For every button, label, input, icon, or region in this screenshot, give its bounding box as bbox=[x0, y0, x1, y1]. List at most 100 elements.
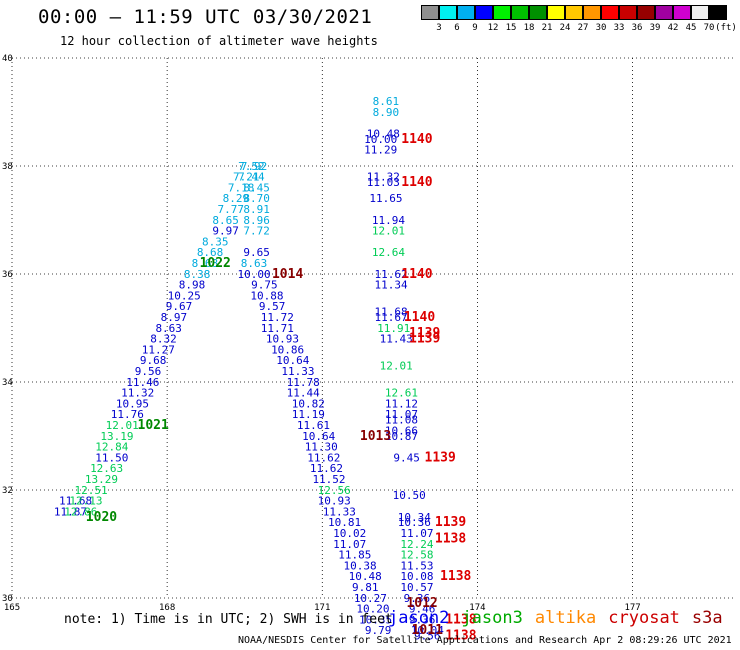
wave-height-point: 10.64 bbox=[302, 430, 335, 443]
y-tick-label: 30 bbox=[2, 594, 13, 604]
pass-label: 1139 bbox=[409, 332, 440, 347]
pass-label: 1140 bbox=[404, 310, 435, 325]
wave-height-point: 8.45 bbox=[243, 181, 270, 194]
wave-height-point: 8.96 bbox=[243, 214, 270, 227]
colorbar-label: 18 bbox=[523, 23, 535, 33]
wave-height-point: 10.38 bbox=[343, 559, 376, 572]
wave-height-point: 8.98 bbox=[179, 279, 206, 292]
colorbar-label: 9 bbox=[472, 23, 478, 33]
wave-height-point: 11.68 bbox=[375, 306, 408, 319]
wave-height-point: 11.03 bbox=[367, 176, 400, 189]
wave-height-point: 11.30 bbox=[305, 441, 338, 454]
wave-height-point: 11.71 bbox=[261, 322, 294, 335]
wave-height-point: 11.08 bbox=[385, 414, 418, 427]
wave-height-point: 11.53 bbox=[400, 559, 433, 572]
wave-height-point: 10.87 bbox=[385, 430, 418, 443]
legend-s3a: s3a bbox=[691, 608, 723, 628]
colorbar-swatch bbox=[637, 5, 655, 20]
wave-height-point: 11.27 bbox=[142, 343, 175, 356]
wave-height-point: 11.44 bbox=[287, 387, 320, 400]
y-tick-label: 32 bbox=[2, 486, 13, 496]
wave-height-point: 9.65 bbox=[243, 246, 270, 259]
wave-height-point: 11.33 bbox=[281, 365, 314, 378]
wave-height-point: 10.34 bbox=[398, 511, 431, 524]
wave-height-point: 8.32 bbox=[150, 333, 177, 346]
wave-height-point: 10.48 bbox=[367, 127, 400, 140]
wave-height-point: 10.82 bbox=[292, 397, 325, 410]
wave-height-point: 12.24 bbox=[400, 538, 433, 551]
colorbar-swatch bbox=[421, 5, 439, 20]
colorbar-swatch bbox=[583, 5, 601, 20]
wave-height-point: 7.72 bbox=[243, 225, 270, 238]
wave-height-point: 12.58 bbox=[400, 549, 433, 562]
wave-height-point: 10.86 bbox=[271, 343, 304, 356]
colorbar-swatch bbox=[691, 5, 709, 20]
wave-height-point: 10.57 bbox=[400, 581, 433, 594]
y-tick-label: 38 bbox=[2, 162, 13, 172]
wave-height-point: 11.91 bbox=[377, 322, 410, 335]
wave-height-point: 11.12 bbox=[385, 397, 418, 410]
wave-height-point: 11.61 bbox=[297, 419, 330, 432]
wave-height-point: 11.34 bbox=[375, 279, 408, 292]
x-tick-label: 165 bbox=[4, 603, 20, 613]
wave-height-point: 12.13 bbox=[69, 495, 102, 508]
wave-height-point: 7.18 bbox=[228, 181, 255, 194]
wave-height-point: 11.32 bbox=[121, 387, 154, 400]
wave-height-point: 10.81 bbox=[328, 516, 361, 529]
legend-jason3: jason3 bbox=[461, 608, 523, 628]
wave-height-point: 10.02 bbox=[333, 527, 366, 540]
wave-height-point: 12.51 bbox=[75, 484, 108, 497]
wave-height-point: 10.66 bbox=[385, 424, 418, 437]
wave-height-point: 11.67 bbox=[375, 311, 408, 324]
pass-label: 1139 bbox=[425, 450, 456, 465]
pass-label: 1022 bbox=[200, 256, 231, 271]
wave-height-point: 8.68 bbox=[192, 257, 219, 270]
colorbar-swatch bbox=[673, 5, 691, 20]
colorbar-swatch bbox=[493, 5, 511, 20]
wave-height-point: 8.29 bbox=[223, 192, 250, 205]
wave-height-point: 10.35 bbox=[359, 613, 392, 626]
colorbar-unit: (ft) bbox=[715, 23, 737, 33]
colorbar-label: 15 bbox=[505, 23, 517, 33]
y-tick-label: 34 bbox=[2, 378, 13, 388]
colorbar-swatch bbox=[547, 5, 565, 20]
colorbar-swatch bbox=[655, 5, 673, 20]
wave-height-point: 12.61 bbox=[385, 387, 418, 400]
wave-height-point: 11.50 bbox=[95, 451, 128, 464]
colorbar-swatch bbox=[457, 5, 475, 20]
wave-height-point: 11.94 bbox=[372, 214, 405, 227]
colorbar-label: 70 bbox=[703, 23, 715, 33]
satellite-legend: jason2 jason3 altika cryosat s3a bbox=[388, 608, 735, 628]
wave-height-point: 12.01 bbox=[106, 419, 139, 432]
wave-height-point: 9.36 bbox=[409, 613, 436, 626]
legend-altika: altika bbox=[534, 608, 597, 628]
wave-height-point: 11.87 bbox=[54, 505, 87, 518]
wave-height-point: 8.35 bbox=[202, 235, 229, 248]
colorbar-swatch bbox=[709, 5, 727, 20]
pass-label: 1014 bbox=[272, 267, 303, 282]
wave-height-point: 11.07 bbox=[385, 408, 418, 421]
colorbar-swatch bbox=[475, 5, 493, 20]
x-tick-label: 171 bbox=[314, 603, 330, 613]
credit-line: NOAA/NESDIS Center for Satellite Applica… bbox=[238, 635, 732, 646]
chart-title: 00:00 — 11:59 UTC 03/30/2021 bbox=[38, 6, 373, 28]
wave-height-point: 10.04 bbox=[411, 624, 444, 637]
wave-height-point: 12.86 bbox=[64, 505, 97, 518]
wave-height-point: 11.07 bbox=[333, 538, 366, 551]
wave-height-point: 12.01 bbox=[380, 360, 413, 373]
wave-height-point: 11.76 bbox=[111, 408, 144, 421]
y-tick-label: 40 bbox=[2, 54, 13, 64]
wave-height-point: 11.72 bbox=[261, 311, 294, 324]
colorbar-swatch bbox=[439, 5, 457, 20]
colorbar-label: 6 bbox=[454, 23, 460, 33]
x-tick-label: 168 bbox=[159, 603, 175, 613]
pass-label: 1140 bbox=[401, 267, 432, 282]
wave-height-point: 8.91 bbox=[243, 203, 270, 216]
wave-height-point: 10.93 bbox=[318, 495, 351, 508]
pass-label: 1021 bbox=[138, 418, 169, 433]
colorbar-label: 42 bbox=[667, 23, 679, 33]
pass-label: 1140 bbox=[401, 175, 432, 190]
wave-height-point: 11.62 bbox=[310, 462, 343, 475]
wave-height-point: 12.64 bbox=[372, 246, 405, 259]
